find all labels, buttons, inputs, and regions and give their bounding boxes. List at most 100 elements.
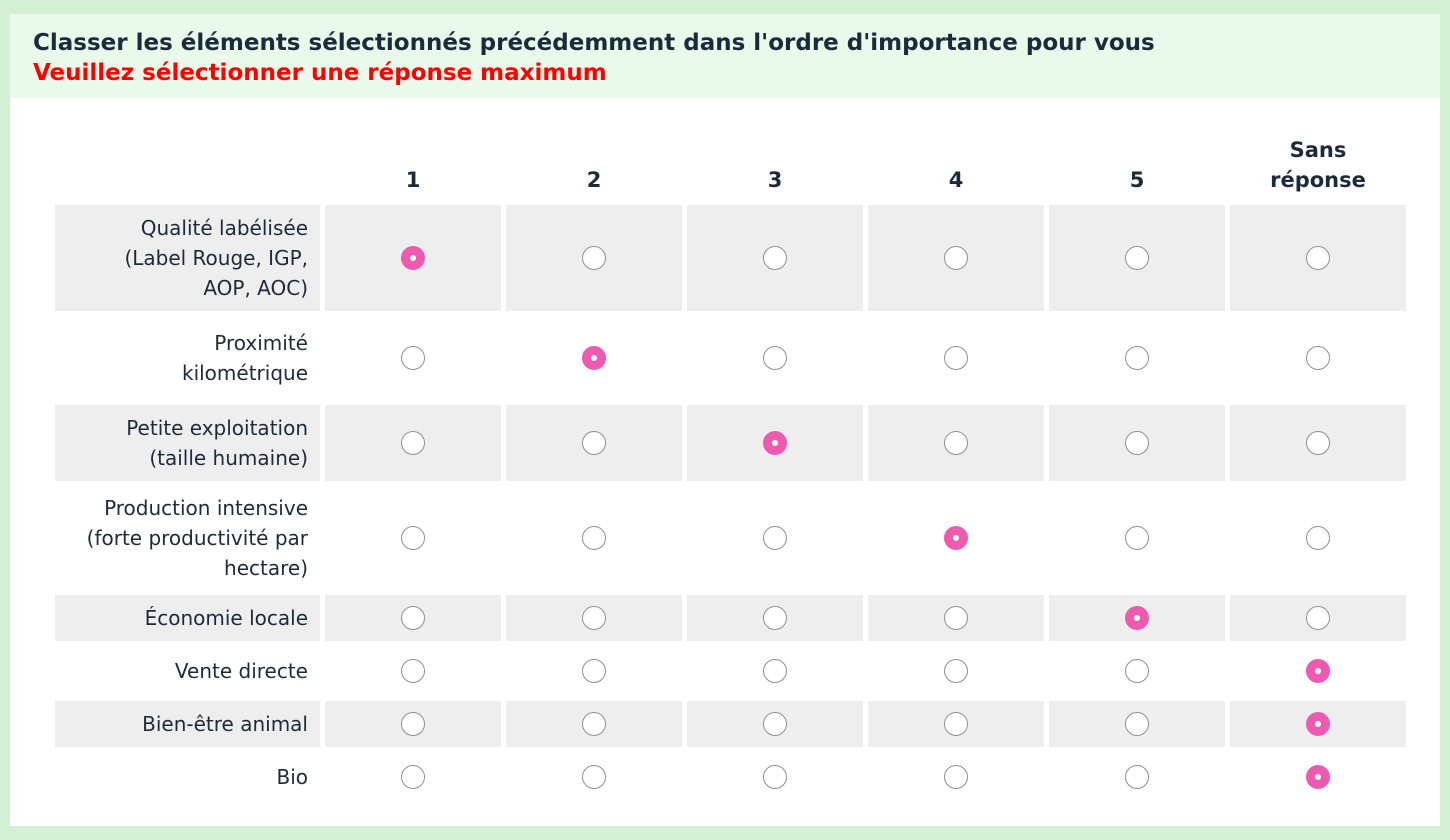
answer-cell[interactable] bbox=[687, 646, 863, 696]
radio-button[interactable] bbox=[1125, 659, 1149, 683]
radio-button[interactable] bbox=[763, 346, 787, 370]
answer-cell[interactable] bbox=[687, 316, 863, 400]
answer-cell[interactable] bbox=[506, 486, 682, 590]
answer-cell[interactable] bbox=[1230, 316, 1406, 400]
answer-cell[interactable] bbox=[1049, 752, 1225, 802]
radio-button[interactable] bbox=[582, 431, 606, 455]
radio-button[interactable] bbox=[401, 712, 425, 736]
radio-button[interactable] bbox=[944, 246, 968, 270]
answer-cell[interactable] bbox=[506, 405, 682, 481]
radio-button[interactable] bbox=[582, 606, 606, 630]
radio-button-checked[interactable] bbox=[582, 346, 606, 370]
radio-button[interactable] bbox=[1125, 431, 1149, 455]
radio-button[interactable] bbox=[401, 346, 425, 370]
answer-cell[interactable] bbox=[687, 752, 863, 802]
radio-button[interactable] bbox=[1306, 431, 1330, 455]
radio-button[interactable] bbox=[944, 659, 968, 683]
radio-button[interactable] bbox=[944, 765, 968, 789]
answer-cell[interactable] bbox=[1230, 205, 1406, 311]
answer-cell[interactable] bbox=[325, 701, 501, 747]
answer-cell[interactable] bbox=[325, 205, 501, 311]
radio-button[interactable] bbox=[401, 765, 425, 789]
answer-cell[interactable] bbox=[1049, 595, 1225, 641]
answer-cell[interactable] bbox=[506, 701, 682, 747]
answer-cell[interactable] bbox=[325, 752, 501, 802]
grid-header-row: 1 2 3 4 5 Sans réponse bbox=[55, 120, 1406, 205]
radio-button[interactable] bbox=[401, 431, 425, 455]
radio-button[interactable] bbox=[582, 526, 606, 550]
radio-button[interactable] bbox=[582, 659, 606, 683]
radio-button-checked[interactable] bbox=[763, 431, 787, 455]
radio-button[interactable] bbox=[944, 606, 968, 630]
grid-row: Bien-être animal bbox=[55, 701, 1406, 747]
answer-cell[interactable] bbox=[1230, 701, 1406, 747]
radio-button-checked[interactable] bbox=[1125, 606, 1149, 630]
answer-cell[interactable] bbox=[1230, 646, 1406, 696]
radio-button[interactable] bbox=[1125, 712, 1149, 736]
answer-cell[interactable] bbox=[1049, 405, 1225, 481]
radio-button[interactable] bbox=[401, 659, 425, 683]
radio-button[interactable] bbox=[401, 526, 425, 550]
radio-button-checked[interactable] bbox=[1306, 765, 1330, 789]
radio-button[interactable] bbox=[944, 431, 968, 455]
answer-cell[interactable] bbox=[506, 595, 682, 641]
radio-button[interactable] bbox=[1306, 606, 1330, 630]
answer-cell[interactable] bbox=[1049, 646, 1225, 696]
radio-button[interactable] bbox=[1125, 246, 1149, 270]
answer-cell[interactable] bbox=[868, 205, 1044, 311]
radio-button[interactable] bbox=[1306, 346, 1330, 370]
radio-button[interactable] bbox=[401, 606, 425, 630]
radio-button[interactable] bbox=[944, 712, 968, 736]
radio-button[interactable] bbox=[763, 712, 787, 736]
answer-cell[interactable] bbox=[325, 595, 501, 641]
radio-button[interactable] bbox=[763, 659, 787, 683]
answer-cell[interactable] bbox=[868, 405, 1044, 481]
answer-cell[interactable] bbox=[506, 205, 682, 311]
answer-cell[interactable] bbox=[506, 316, 682, 400]
answer-cell[interactable] bbox=[325, 646, 501, 696]
answer-cell[interactable] bbox=[687, 486, 863, 590]
column-header-5: 5 bbox=[1129, 168, 1145, 192]
radio-button[interactable] bbox=[763, 606, 787, 630]
answer-cell[interactable] bbox=[868, 701, 1044, 747]
answer-cell[interactable] bbox=[1049, 486, 1225, 590]
radio-button[interactable] bbox=[763, 765, 787, 789]
answer-cell[interactable] bbox=[868, 316, 1044, 400]
radio-button[interactable] bbox=[582, 765, 606, 789]
answer-cell[interactable] bbox=[1230, 752, 1406, 802]
radio-button[interactable] bbox=[1125, 765, 1149, 789]
answer-cell[interactable] bbox=[506, 752, 682, 802]
grid-row: Économie locale bbox=[55, 595, 1406, 641]
radio-button[interactable] bbox=[944, 346, 968, 370]
radio-button-checked[interactable] bbox=[1306, 712, 1330, 736]
answer-cell[interactable] bbox=[868, 486, 1044, 590]
radio-button[interactable] bbox=[582, 712, 606, 736]
answer-cell[interactable] bbox=[325, 316, 501, 400]
answer-cell[interactable] bbox=[687, 701, 863, 747]
answer-cell[interactable] bbox=[687, 595, 863, 641]
answer-cell[interactable] bbox=[687, 205, 863, 311]
answer-cell[interactable] bbox=[506, 646, 682, 696]
radio-button[interactable] bbox=[1306, 246, 1330, 270]
radio-button[interactable] bbox=[1125, 526, 1149, 550]
radio-button[interactable] bbox=[1125, 346, 1149, 370]
answer-cell[interactable] bbox=[687, 405, 863, 481]
answer-cell[interactable] bbox=[868, 595, 1044, 641]
answer-cell[interactable] bbox=[868, 646, 1044, 696]
answer-cell[interactable] bbox=[868, 752, 1044, 802]
radio-button[interactable] bbox=[763, 246, 787, 270]
radio-button-checked[interactable] bbox=[401, 246, 425, 270]
radio-button-checked[interactable] bbox=[944, 526, 968, 550]
radio-button[interactable] bbox=[582, 246, 606, 270]
radio-button[interactable] bbox=[763, 526, 787, 550]
answer-cell[interactable] bbox=[1230, 486, 1406, 590]
answer-cell[interactable] bbox=[1230, 405, 1406, 481]
answer-cell[interactable] bbox=[1049, 205, 1225, 311]
radio-button[interactable] bbox=[1306, 526, 1330, 550]
answer-cell[interactable] bbox=[325, 486, 501, 590]
answer-cell[interactable] bbox=[1049, 316, 1225, 400]
radio-button-checked[interactable] bbox=[1306, 659, 1330, 683]
answer-cell[interactable] bbox=[1049, 701, 1225, 747]
answer-cell[interactable] bbox=[325, 405, 501, 481]
answer-cell[interactable] bbox=[1230, 595, 1406, 641]
